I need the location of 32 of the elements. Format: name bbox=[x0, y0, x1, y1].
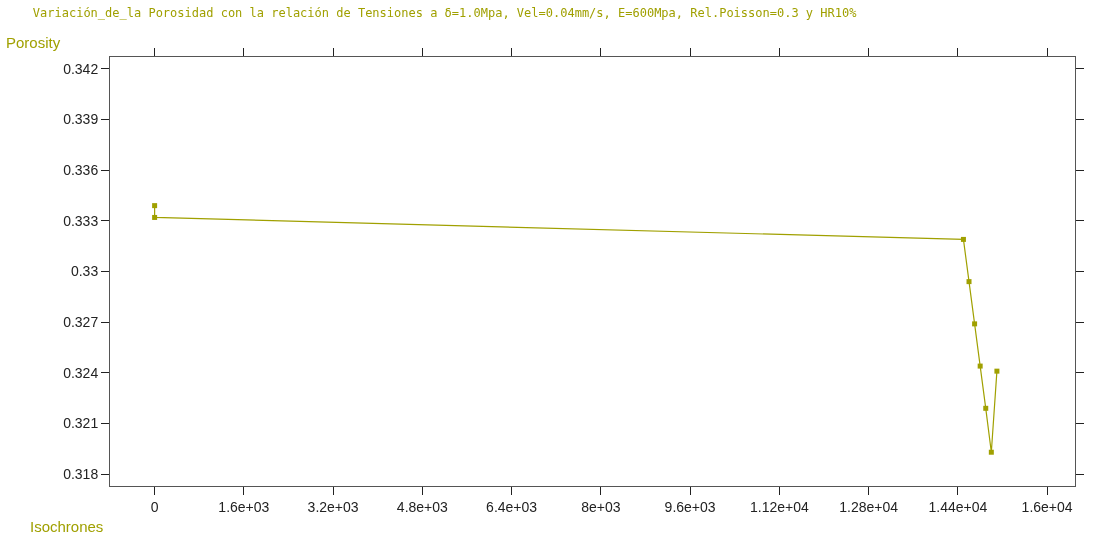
point bbox=[988, 449, 994, 455]
point bbox=[960, 236, 966, 242]
point bbox=[977, 363, 983, 369]
point bbox=[966, 279, 972, 285]
x-tick-label: 1.6e+04 bbox=[1021, 498, 1073, 515]
x-tick-label: 1.6e+03 bbox=[218, 498, 270, 515]
y-tick-label: 0.327 bbox=[63, 314, 99, 331]
x-tick-label: 4.8e+03 bbox=[396, 498, 449, 515]
x-tick-label: 1.44e+04 bbox=[928, 498, 988, 515]
y-tick-label: 0.333 bbox=[63, 212, 99, 229]
y-tick-label: 0.321 bbox=[63, 415, 99, 432]
point bbox=[152, 214, 158, 220]
x-tick-label: 9.6e+03 bbox=[664, 498, 716, 515]
point bbox=[152, 203, 158, 209]
x-tick-label: 8e+03 bbox=[581, 498, 621, 515]
point bbox=[972, 321, 978, 327]
y-tick-label: 0.318 bbox=[63, 466, 99, 483]
x-tick-label: 3.2e+03 bbox=[307, 498, 359, 515]
y-tick-label: 0.342 bbox=[63, 60, 99, 77]
x-axis-title: Isochrones bbox=[30, 518, 104, 535]
x-tick-label: 6.4e+03 bbox=[486, 498, 538, 515]
y-tick-label: 0.324 bbox=[63, 364, 99, 381]
y-tick-label: 0.339 bbox=[63, 111, 99, 128]
chart-title: Variación_de_la Porosidad con la relación de Tensiones a δ=1.0Mpa, Vel=0.04mm/s, E=600Mpa, Rel.Poisson=0.3 y HR10% bbox=[32, 5, 858, 20]
y-tick-label: 0.33 bbox=[70, 263, 99, 280]
x-tick-label: 0 bbox=[150, 498, 159, 515]
x-tick-label: 1.28e+04 bbox=[839, 498, 899, 515]
x-tick-label: 1.12e+04 bbox=[749, 498, 809, 515]
point bbox=[994, 368, 1000, 374]
point bbox=[983, 405, 989, 411]
y-axis-title: Porosity bbox=[6, 34, 61, 51]
y-tick-label: 0.336 bbox=[63, 162, 99, 179]
